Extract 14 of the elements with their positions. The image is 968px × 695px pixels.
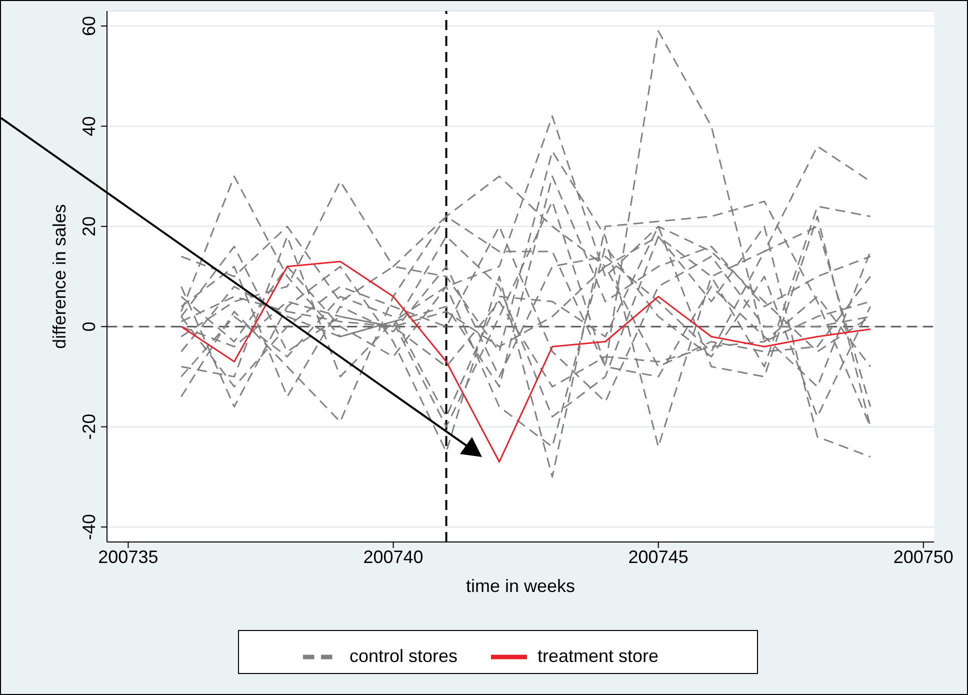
- x-axis-title: time in weeks: [466, 576, 576, 596]
- x-tick-label: 200745: [628, 546, 688, 567]
- y-tick-label: -40: [79, 514, 99, 540]
- y-tick-label: 0: [79, 322, 99, 332]
- y-axis-title: difference in sales: [49, 204, 70, 349]
- x-tick-label: 200740: [363, 546, 424, 567]
- y-tick-label: 40: [79, 116, 99, 136]
- legend-label: treatment store: [537, 646, 659, 666]
- x-tick-label: 200750: [893, 546, 954, 567]
- y-tick-label: 60: [79, 16, 99, 36]
- x-tick-label: 200735: [98, 546, 158, 567]
- y-tick-label: -20: [79, 414, 99, 440]
- legend-label: control stores: [349, 646, 458, 666]
- y-tick-label: 20: [79, 216, 99, 236]
